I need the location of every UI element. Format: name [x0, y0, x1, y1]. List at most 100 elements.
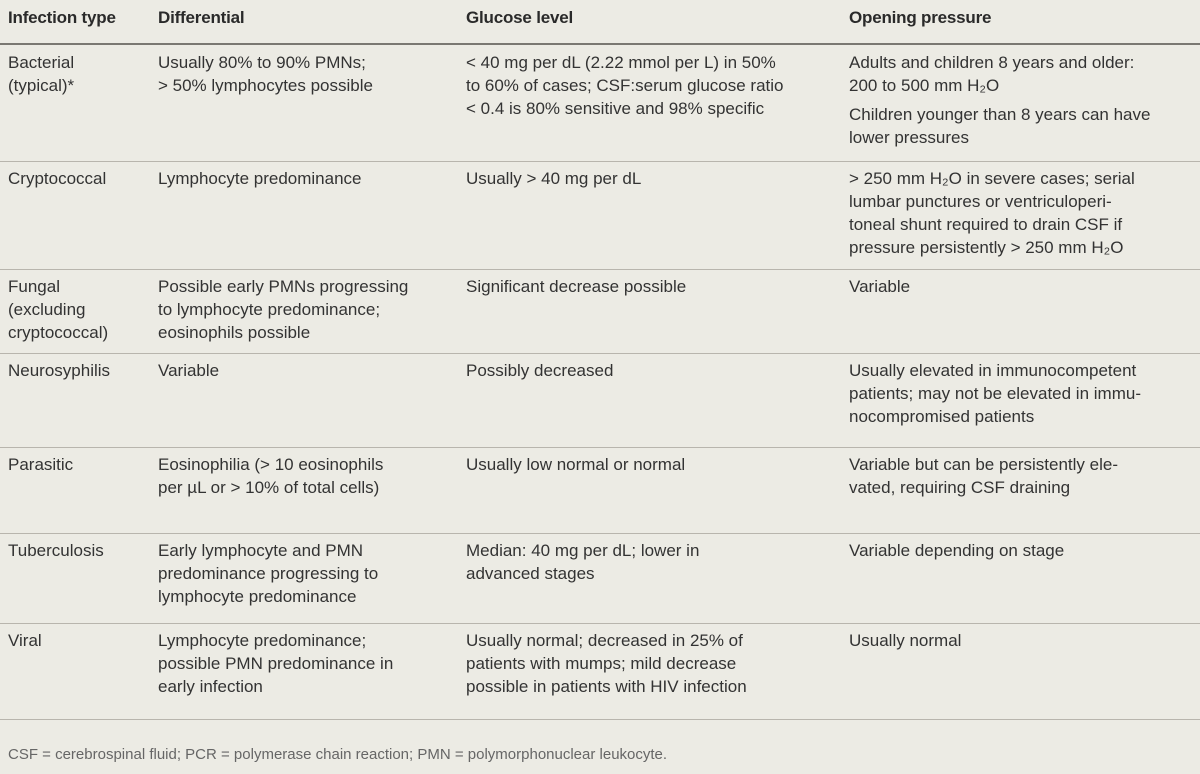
cell-paragraph: Lymphocyte predominance — [158, 167, 362, 190]
cell-paragraph: Lymphocyte predominance; possible PMN pre… — [158, 629, 393, 698]
cell-paragraph: Early lymphocyte and PMN predominance pro… — [158, 539, 378, 608]
cell-paragraph: Possibly decreased — [466, 359, 613, 382]
text-line: Median: 40 mg per dL; lower in — [466, 541, 700, 560]
cell-paragraph: Variable — [849, 275, 910, 298]
footnote: CSF = cerebrospinal fluid; PCR = polymer… — [8, 746, 668, 763]
table-cell: Fungal (excluding cryptococcal) — [8, 275, 108, 344]
cell-paragraph: Bacterial (typical)* — [8, 51, 74, 97]
table-cell: Possible early PMNs progressing to lympho… — [158, 275, 408, 344]
cell-paragraph: Variable depending on stage — [849, 539, 1064, 562]
table-cell: Usually 80% to 90% PMNs; > 50% lymphocyte… — [158, 51, 373, 97]
cell-paragraph: Variable — [158, 359, 219, 382]
text-line: patients with mumps; mild decrease — [466, 654, 737, 673]
text-line: predominance progressing to — [158, 564, 379, 583]
table-cell: Lymphocyte predominance — [158, 167, 362, 190]
table-cell: Median: 40 mg per dL; lower in advanced s… — [466, 539, 699, 585]
row-rule — [0, 269, 1200, 270]
text-line: Usually normal — [849, 631, 962, 650]
text-line: Eosinophilia (> 10 eosinophils — [158, 455, 384, 474]
cell-paragraph: Parasitic — [8, 453, 73, 476]
column-header: Infection type — [8, 8, 116, 27]
row-rule — [0, 719, 1200, 720]
table-cell: Early lymphocyte and PMN predominance pro… — [158, 539, 378, 608]
column-header: Opening pressure — [849, 8, 992, 27]
text-line: Usually low normal or normal — [466, 455, 686, 474]
text-line: Usually > 40 mg per dL — [466, 169, 642, 188]
table-cell: Usually low normal or normal — [466, 453, 685, 476]
text-line: to lymphocyte predominance; — [158, 300, 381, 319]
column-header: Differential — [158, 8, 245, 27]
text-line: early infection — [158, 677, 263, 696]
table-cell: Usually > 40 mg per dL — [466, 167, 641, 190]
row-rule — [0, 533, 1200, 534]
column-header: Glucose level — [466, 8, 574, 27]
table-cell: Tuberculosis — [8, 539, 104, 562]
cell-paragraph: Variable but can be persistently ele-vat… — [849, 453, 1118, 499]
text-line: < 0.4 is 80% sensitive and 98% specific — [466, 99, 765, 118]
text-line: > 250 mm H₂O in severe cases; serial — [849, 169, 1135, 188]
cell-paragraph: < 40 mg per dL (2.22 mmol per L) in 50% t… — [466, 51, 783, 120]
cell-paragraph: Neurosyphilis — [8, 359, 110, 382]
cell-paragraph: Usually 80% to 90% PMNs; > 50% lymphocyte… — [158, 51, 373, 97]
text-line: Children younger than 8 years can have — [849, 105, 1151, 124]
text-line: per µL or > 10% of total cells) — [158, 478, 380, 497]
text-line: Adults and children 8 years and older: — [849, 53, 1135, 72]
text-line: lymphocyte predominance — [158, 587, 357, 606]
table-cell: Variable but can be persistently ele-vat… — [849, 453, 1118, 499]
text-line: lower pressures — [849, 128, 969, 147]
cell-paragraph: Children younger than 8 years can have lo… — [849, 103, 1150, 149]
header-rule — [0, 43, 1200, 45]
text-line: Possibly decreased — [466, 361, 614, 380]
text-line: Variable — [849, 277, 911, 296]
text-line: Variable depending on stage — [849, 541, 1065, 560]
text-line: Variable but can be persistently ele- — [849, 455, 1119, 474]
text-line: Lymphocyte predominance; — [158, 631, 367, 650]
table-cell: Cryptococcal — [8, 167, 106, 190]
row-rule — [0, 623, 1200, 624]
text-line: (typical)* — [8, 76, 75, 95]
table-cell: Variable depending on stage — [849, 539, 1064, 562]
text-line: cryptococcal) — [8, 323, 109, 342]
table-cell: Neurosyphilis — [8, 359, 110, 382]
text-line: (excluding — [8, 300, 86, 319]
text-line: patients; may not be elevated in immu- — [849, 384, 1141, 403]
cell-paragraph: Viral — [8, 629, 42, 652]
cell-paragraph: Usually normal — [849, 629, 961, 652]
text-line: toneal shunt required to drain CSF if — [849, 215, 1123, 234]
text-line: possible PMN predominance in — [158, 654, 394, 673]
text-line: < 40 mg per dL (2.22 mmol per L) in 50% — [466, 53, 776, 72]
text-line: pressure persistently > 250 mm H₂O — [849, 238, 1124, 257]
text-line: Early lymphocyte and PMN — [158, 541, 364, 560]
text-line: lumbar punctures or ventriculoperi- — [849, 192, 1112, 211]
cell-paragraph: Cryptococcal — [8, 167, 106, 190]
text-line: nocompromised patients — [849, 407, 1035, 426]
text-line: Variable — [158, 361, 220, 380]
cell-paragraph: > 250 mm H₂O in severe cases; serial lumb… — [849, 167, 1135, 259]
cell-paragraph: Fungal (excluding cryptococcal) — [8, 275, 108, 344]
table-cell: Adults and children 8 years and older: 20… — [849, 51, 1150, 149]
table-cell: Usually normal — [849, 629, 961, 652]
table-cell: Possibly decreased — [466, 359, 613, 382]
row-rule — [0, 161, 1200, 162]
cell-paragraph: Eosinophilia (> 10 eosinophils per µL or … — [158, 453, 383, 499]
table-cell: Viral — [8, 629, 42, 652]
table-cell: Bacterial (typical)* — [8, 51, 74, 97]
table-cell: Usually normal; decreased in 25% of patie… — [466, 629, 747, 698]
text-line: Significant decrease possible — [466, 277, 687, 296]
cell-paragraph: Usually > 40 mg per dL — [466, 167, 641, 190]
table-cell: < 40 mg per dL (2.22 mmol per L) in 50% t… — [466, 51, 783, 120]
text-line: 200 to 500 mm H₂O — [849, 76, 1000, 95]
cell-paragraph: Significant decrease possible — [466, 275, 686, 298]
text-line: Bacterial — [8, 53, 75, 72]
table-cell: Parasitic — [8, 453, 73, 476]
cell-paragraph: Usually elevated in immunocompetent patie… — [849, 359, 1141, 428]
row-rule — [0, 447, 1200, 448]
text-line: Usually normal; decreased in 25% of — [466, 631, 743, 650]
table-cell: Variable — [849, 275, 910, 298]
table-cell: > 250 mm H₂O in severe cases; serial lumb… — [849, 167, 1135, 259]
table-cell: Eosinophilia (> 10 eosinophils per µL or … — [158, 453, 383, 499]
text-line: advanced stages — [466, 564, 595, 583]
cell-paragraph: Usually normal; decreased in 25% of patie… — [466, 629, 747, 698]
text-line: Neurosyphilis — [8, 361, 111, 380]
